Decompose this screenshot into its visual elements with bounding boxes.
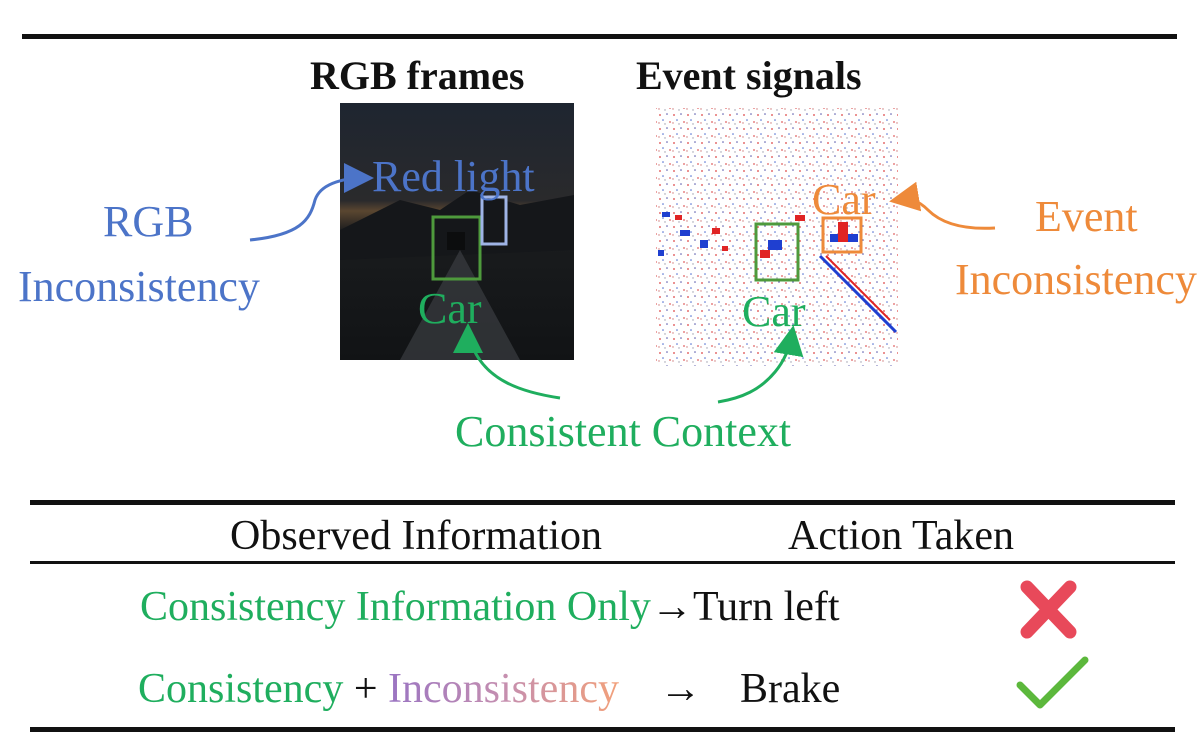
table-mid-rule bbox=[30, 561, 1175, 564]
row2-action: Brake bbox=[739, 666, 841, 712]
col-action-header: Action Taken bbox=[788, 513, 1015, 559]
context-arrow-right bbox=[717, 325, 804, 404]
row2-arrow: → bbox=[659, 666, 702, 712]
rgb-inconsistency-arrow bbox=[249, 163, 374, 242]
red-light-label: Red light bbox=[372, 152, 535, 201]
event-signals-image bbox=[656, 108, 898, 366]
row1: Consistency Information Only→Turn left bbox=[140, 586, 840, 628]
row1-arrow: → bbox=[650, 584, 693, 630]
check-icon bbox=[1016, 656, 1089, 709]
rgb-frame-image bbox=[340, 103, 574, 360]
row2-inconsistency: Inconsistency bbox=[388, 666, 619, 712]
car-label-event-top: Car bbox=[812, 175, 876, 224]
rgb-red-light-box bbox=[480, 195, 508, 246]
top-rule bbox=[22, 34, 1177, 39]
rgb-inconsistency-label-line2: Inconsistency bbox=[18, 262, 260, 311]
car-label-rgb: Car bbox=[418, 284, 482, 333]
table-top-rule bbox=[30, 500, 1175, 505]
event-car-box-green bbox=[754, 222, 800, 282]
table-bottom-rule bbox=[30, 727, 1175, 732]
row2: Consistency + Inconsistency → Brake bbox=[138, 668, 840, 710]
consistent-context-label: Consistent Context bbox=[455, 407, 792, 456]
event-car-box-orange bbox=[821, 216, 863, 254]
rgb-inconsistency-label-line1: RGB bbox=[103, 197, 194, 246]
row2-consistency: Consistency bbox=[138, 666, 344, 712]
event-inconsistency-arrow bbox=[889, 181, 996, 230]
event-inconsistency-label-line1: Event bbox=[1035, 192, 1138, 241]
row1-observed: Consistency Information Only bbox=[140, 584, 651, 630]
row2-plus: + bbox=[353, 666, 378, 712]
event-inconsistency-label-line2: Inconsistency bbox=[955, 255, 1197, 304]
col-observed-header: Observed Information bbox=[230, 513, 603, 559]
cross-icon bbox=[1020, 580, 1077, 639]
row1-action: Turn left bbox=[692, 584, 840, 630]
rgb-frames-header: RGB frames bbox=[310, 53, 525, 98]
rgb-car-box bbox=[431, 215, 482, 281]
context-arrow-left bbox=[453, 323, 561, 400]
event-signals-header: Event signals bbox=[636, 53, 862, 98]
car-label-event-bottom: Car bbox=[742, 287, 806, 336]
